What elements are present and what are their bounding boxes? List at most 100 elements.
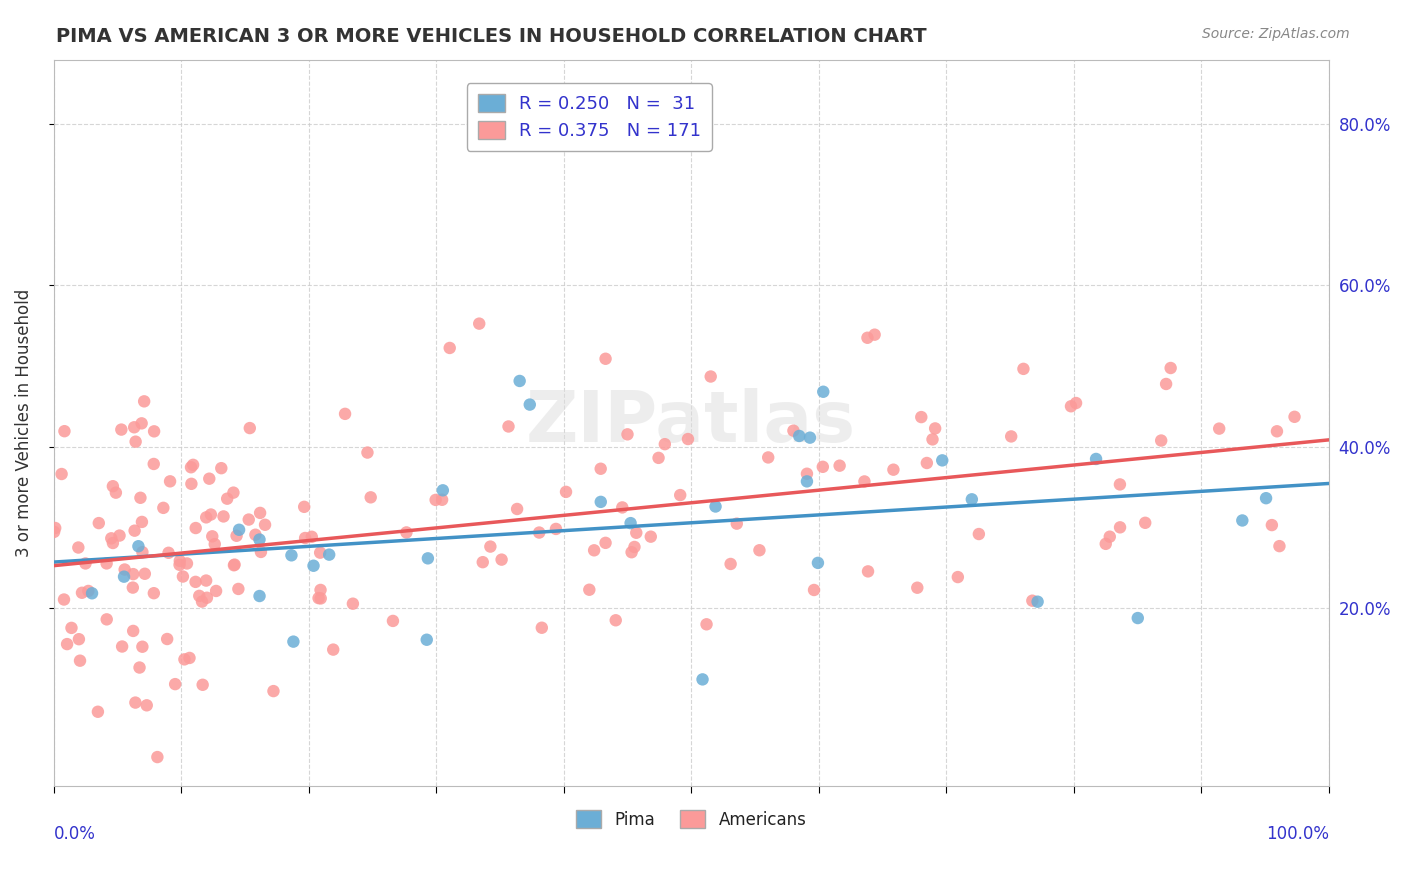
- Point: [309, 591, 332, 606]
- Point: [612, 500, 634, 515]
- Point: [129, 491, 152, 505]
- Point: [172, 569, 194, 583]
- Point: [142, 586, 165, 600]
- Point: [104, 485, 127, 500]
- Point: [1284, 409, 1306, 424]
- Point: [122, 420, 145, 434]
- Point: [53, 592, 76, 607]
- Point: [416, 551, 439, 566]
- Point: [1000, 429, 1022, 443]
- Point: [506, 502, 529, 516]
- Point: [1085, 452, 1108, 467]
- Text: PIMA VS AMERICAN 3 OR MORE VEHICLES IN HOUSEHOLD CORRELATION CHART: PIMA VS AMERICAN 3 OR MORE VEHICLES IN H…: [56, 27, 927, 45]
- Point: [856, 331, 879, 345]
- Point: [77, 584, 100, 599]
- Text: 0.0%: 0.0%: [53, 825, 96, 844]
- Point: [430, 492, 453, 507]
- Point: [915, 456, 938, 470]
- Point: [309, 582, 332, 597]
- Point: [122, 567, 145, 582]
- Point: [696, 617, 718, 632]
- Point: [111, 640, 134, 654]
- Point: [198, 472, 221, 486]
- Point: [124, 434, 146, 449]
- Point: [1150, 434, 1173, 448]
- Point: [249, 533, 271, 547]
- Point: [225, 529, 247, 543]
- Point: [318, 548, 340, 562]
- Point: [222, 558, 245, 573]
- Point: [905, 581, 928, 595]
- Point: [555, 484, 578, 499]
- Point: [101, 536, 124, 550]
- Point: [173, 652, 195, 666]
- Point: [165, 677, 187, 691]
- Point: [44, 521, 66, 535]
- Point: [519, 398, 541, 412]
- Point: [799, 431, 821, 445]
- Point: [159, 475, 181, 489]
- Point: [283, 634, 305, 648]
- Point: [294, 531, 316, 545]
- Point: [228, 523, 250, 537]
- Point: [863, 327, 886, 342]
- Point: [134, 394, 156, 409]
- Point: [595, 351, 617, 366]
- Point: [1232, 513, 1254, 527]
- Point: [146, 750, 169, 764]
- Point: [425, 492, 447, 507]
- Point: [249, 589, 271, 603]
- Point: [626, 525, 648, 540]
- Point: [128, 660, 150, 674]
- Point: [301, 530, 323, 544]
- Point: [184, 574, 207, 589]
- Point: [217, 491, 239, 506]
- Point: [114, 562, 136, 576]
- Point: [112, 569, 135, 583]
- Point: [67, 541, 90, 555]
- Point: [69, 654, 91, 668]
- Point: [239, 421, 262, 435]
- Point: [924, 421, 946, 435]
- Point: [620, 516, 643, 530]
- Point: [1064, 396, 1087, 410]
- Point: [605, 613, 627, 627]
- Point: [100, 531, 122, 545]
- Point: [704, 500, 727, 514]
- Point: [1021, 593, 1043, 607]
- Point: [70, 586, 93, 600]
- Point: [191, 678, 214, 692]
- Point: [180, 460, 202, 475]
- Point: [201, 529, 224, 543]
- Text: ZIPatlas: ZIPatlas: [526, 388, 856, 457]
- Point: [75, 557, 97, 571]
- Point: [200, 508, 222, 522]
- Point: [110, 423, 132, 437]
- Point: [121, 581, 143, 595]
- Point: [796, 467, 818, 481]
- Point: [544, 522, 567, 536]
- Text: 100.0%: 100.0%: [1265, 825, 1329, 844]
- Point: [967, 527, 990, 541]
- Point: [67, 632, 90, 647]
- Point: [796, 475, 818, 489]
- Point: [212, 509, 235, 524]
- Point: [1160, 361, 1182, 376]
- Point: [828, 458, 851, 473]
- Point: [101, 479, 124, 493]
- Point: [381, 614, 404, 628]
- Point: [228, 582, 250, 596]
- Point: [238, 512, 260, 526]
- Point: [1094, 537, 1116, 551]
- Point: [620, 545, 643, 559]
- Point: [195, 574, 218, 588]
- Point: [254, 517, 277, 532]
- Point: [803, 582, 825, 597]
- Point: [699, 369, 721, 384]
- Point: [80, 586, 103, 600]
- Point: [946, 570, 969, 584]
- Point: [1060, 399, 1083, 413]
- Point: [96, 612, 118, 626]
- Point: [131, 545, 153, 559]
- Point: [491, 552, 513, 566]
